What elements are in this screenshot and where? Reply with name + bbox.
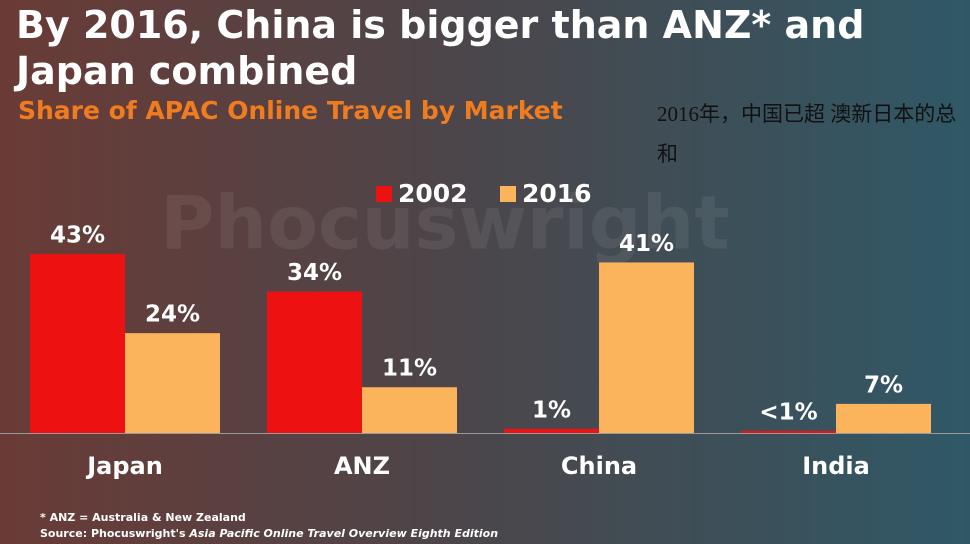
legend-swatch xyxy=(376,186,392,202)
chart-title: By 2016, China is bigger than ANZ* and J… xyxy=(16,3,865,93)
x-tick-label: Japan xyxy=(85,452,163,480)
x-tick-label: ANZ xyxy=(334,452,390,480)
bar xyxy=(836,403,931,433)
bar xyxy=(741,430,836,433)
footnote: * ANZ = Australia & New Zealand xyxy=(40,511,246,524)
watermark: Phocuswright xyxy=(160,181,730,267)
x-tick-label: India xyxy=(802,452,870,480)
value-label: 41% xyxy=(619,231,674,257)
value-label: 24% xyxy=(145,302,200,328)
annotation: 2016年，中国已超 澳新日本的总和 xyxy=(657,102,957,166)
chart-subtitle: Share of APAC Online Travel by Market xyxy=(18,96,563,125)
bar xyxy=(504,428,599,433)
value-label: 43% xyxy=(50,223,105,249)
source-prefix: Source: Phocuswright's xyxy=(40,527,186,540)
legend-swatch xyxy=(500,186,516,202)
value-label: 34% xyxy=(287,260,342,286)
x-tick-label: China xyxy=(561,452,637,480)
legend-label: 2002 xyxy=(398,179,468,208)
value-label: 1% xyxy=(532,397,571,423)
bar xyxy=(362,387,457,433)
bar xyxy=(125,333,220,433)
source-title: Asia Pacific Online Travel Overview Eigh… xyxy=(189,527,499,540)
footnotes: * ANZ = Australia & New Zealand Source: … xyxy=(40,510,498,542)
bar xyxy=(599,262,694,433)
bar xyxy=(267,291,362,433)
value-label: <1% xyxy=(759,399,817,425)
value-label: 7% xyxy=(864,372,903,398)
source: Source: Phocuswright's Asia Pacific Onli… xyxy=(40,526,498,542)
legend-label: 2016 xyxy=(522,179,592,208)
bar xyxy=(30,254,125,433)
value-label: 11% xyxy=(382,356,437,382)
